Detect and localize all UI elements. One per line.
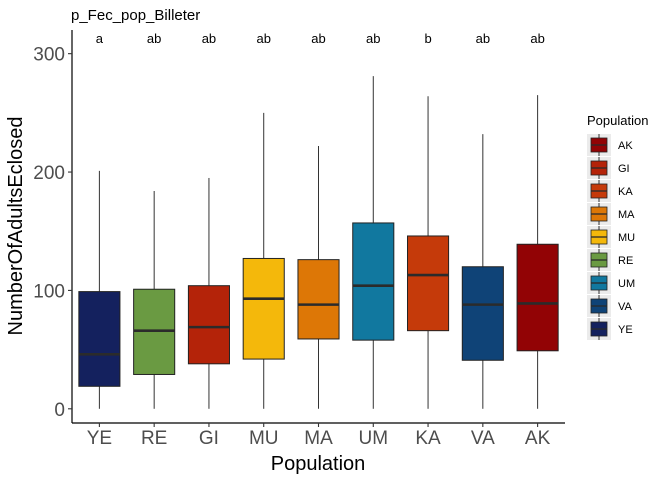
x-tick-label: RE [141,428,167,449]
significance-label: ab [202,31,216,46]
significance-label: ab [366,31,380,46]
y-tick-label: 100 [33,281,65,302]
legend: Population AK GI KA MA MU RE UM VA YE [587,113,648,340]
y-axis: 0 100 200 300 [33,45,72,421]
x-tick-label: YE [87,428,112,449]
significance-label: ab [311,31,325,46]
legend-item-ka: KA [587,180,633,202]
box-body [407,235,450,332]
significance-label: ab [530,31,544,46]
box-body [352,222,395,341]
significance-label: b [424,31,431,46]
legend-label: MU [618,232,635,244]
x-tick-label: GI [199,428,219,449]
x-axis-title: Population [271,453,366,475]
x-tick-label: AK [525,428,551,449]
legend-label: KA [618,186,633,198]
plot-area [78,76,559,409]
legend-title: Population [587,113,648,128]
x-tick-label: UM [358,428,388,449]
significance-label: ab [256,31,270,46]
x-tick-label: MA [304,428,333,449]
legend-label: AK [618,140,633,152]
legend-item-re: RE [587,249,633,271]
box-um [352,76,395,409]
box-body [78,291,121,387]
y-tick-label: 300 [33,45,65,66]
legend-item-ye: YE [587,318,633,340]
legend-item-ma: MA [587,203,635,225]
legend-item-gi: GI [587,157,630,179]
significance-label: a [96,31,104,46]
significance-label: ab [476,31,490,46]
x-tick-label: VA [471,428,495,449]
box-body [516,243,559,352]
legend-item-um: UM [587,272,635,294]
legend-label: RE [618,255,633,267]
x-tick-label: MU [249,428,279,449]
box-ye [78,170,121,409]
legend-label: MA [618,209,635,221]
x-tick-label: KA [415,428,441,449]
legend-label: GI [618,163,630,175]
legend-item-va: VA [587,295,633,317]
box-body [297,259,340,340]
box-ak [516,95,559,409]
box-body [461,266,504,361]
box-gi [187,177,230,409]
legend-label: YE [618,324,633,336]
box-ma [297,146,340,409]
significance-label: ab [147,31,161,46]
box-body [242,257,285,360]
box-body [187,285,230,365]
y-axis-title: NumberOfAdultsEclosed [5,117,27,336]
y-tick-label: 0 [54,400,65,421]
legend-label: VA [618,301,633,313]
x-axis: YE RE GI MU MA UM KA VA AK [87,423,551,449]
legend-label: UM [618,278,635,290]
legend-item-ak: AK [587,134,633,156]
box-ka [407,96,450,409]
box-mu [242,112,285,409]
legend-item-mu: MU [587,226,635,248]
box-va [461,134,504,409]
significance-labels: a ab ab ab ab ab b ab ab [96,31,545,46]
chart-title: p_Fec_pop_Billeter [71,7,200,24]
y-tick-label: 200 [33,163,65,184]
box-re [133,190,176,409]
